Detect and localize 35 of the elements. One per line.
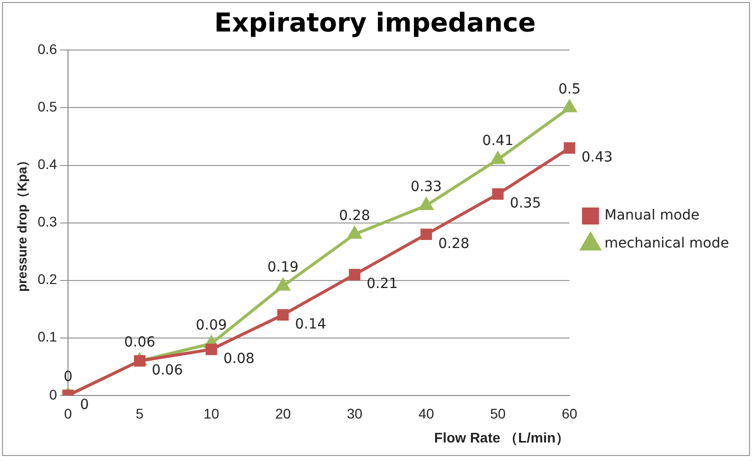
y-tick-label: 0 <box>49 386 58 402</box>
data-label: 0.14 <box>294 316 326 332</box>
chart-title: Expiratory impedance <box>214 8 536 38</box>
y-axis-title: pressure drop（Kpa） <box>14 154 30 292</box>
y-tick-label: 0.6 <box>38 41 58 58</box>
legend-label: mechanical mode <box>604 236 729 252</box>
data-label: 0.06 <box>152 362 183 379</box>
data-label: 0.08 <box>223 351 255 368</box>
data-label: 0.09 <box>196 317 227 334</box>
x-axis-title: Flow Rate （L/min） <box>434 429 570 446</box>
y-tick-label: 0.3 <box>38 214 58 230</box>
data-label: 0.28 <box>438 236 470 252</box>
y-tick-label: 0.1 <box>38 328 58 345</box>
y-tick-label: 0.4 <box>38 156 58 172</box>
x-tick-label: 30 <box>346 406 363 422</box>
data-label: 0 <box>64 369 73 386</box>
x-tick-label: 60 <box>562 406 578 422</box>
data-label: 0.33 <box>410 179 442 196</box>
data-label: 0.5 <box>558 81 581 98</box>
data-label: 0.35 <box>510 196 542 212</box>
x-tick-label: 5 <box>136 406 144 422</box>
data-label: 0.41 <box>482 133 514 150</box>
x-tick-label: 40 <box>418 406 434 422</box>
data-label: 0.21 <box>366 276 398 292</box>
x-tick-label: 10 <box>204 406 220 422</box>
y-tick-label: 0.2 <box>38 271 58 288</box>
x-tick-label: 50 <box>490 406 506 422</box>
x-tick-label: 20 <box>275 406 291 422</box>
data-label: 0.43 <box>582 150 613 166</box>
data-label: 0.19 <box>267 260 299 276</box>
data-label: 0.28 <box>339 208 370 224</box>
legend-label: Manual mode <box>604 208 700 224</box>
x-tick-label: 0 <box>64 406 72 422</box>
data-label: 0.06 <box>124 334 156 351</box>
y-tick-label: 0.5 <box>38 98 58 115</box>
